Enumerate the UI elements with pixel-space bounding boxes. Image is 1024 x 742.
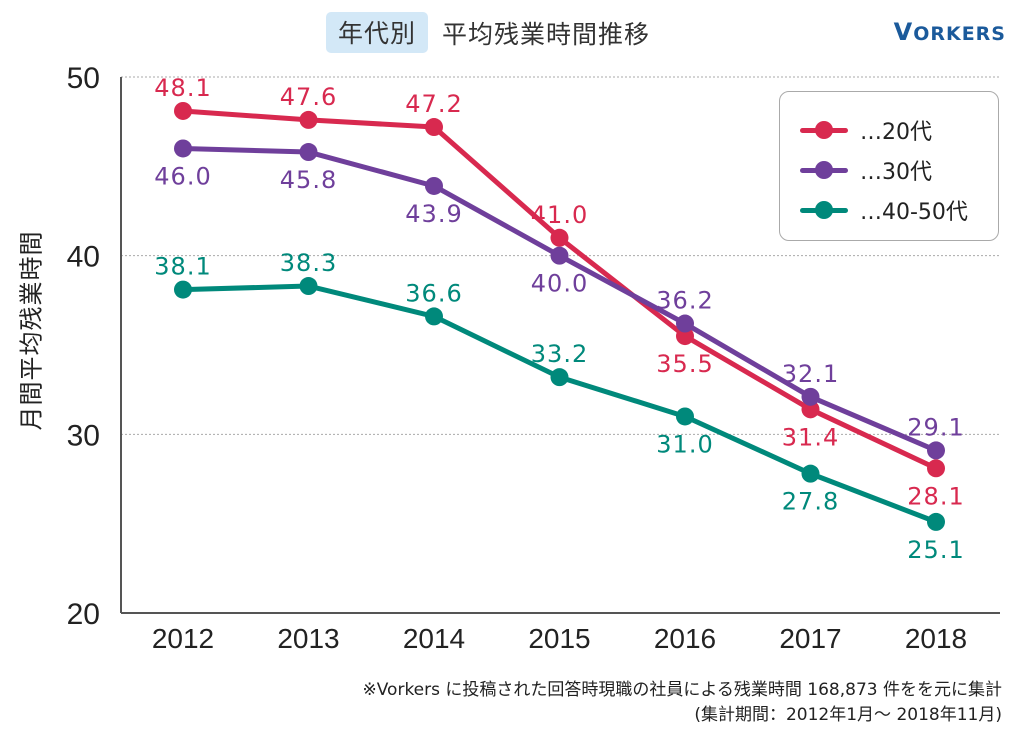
legend-swatch-icon [800,120,848,140]
data-point-s4050 [425,307,443,326]
axes [120,77,1000,614]
x-tick-label: 2012 [152,623,214,654]
x-tick-label: 2017 [779,623,841,654]
brand-logo-initial: V [893,18,914,46]
data-label-s30: 40.0 [531,270,588,298]
data-point-s4050 [174,280,192,299]
data-point-s30 [299,143,318,162]
data-point-s4050 [550,368,569,387]
data-label-s30: 46.0 [154,162,211,190]
y-tick-label: 30 [67,419,100,452]
data-point-s30 [927,441,945,460]
data-label-s4050: 33.2 [531,340,588,368]
data-label-s20: 47.6 [280,83,337,111]
data-point-s30 [425,176,443,195]
data-label-s20: 41.0 [531,201,588,229]
data-labels: 48.1 47.6 47.2 41.0 35.5 31.4 28.1 46.0 45.8 43.9… [154,74,964,564]
data-label-s30: 43.9 [405,200,462,228]
chart-title: 年代別 平均残業時間推移 [326,12,650,53]
data-point-s30 [550,246,569,265]
footnote-line-1: ※Vorkers に投稿された回答時現職の社員による残業時間 168,873 件… [362,680,1003,700]
data-point-s30 [801,387,820,406]
series-points [174,101,945,531]
data-label-s4050: 31.0 [656,430,713,458]
title-text: 平均残業時間推移 [442,19,651,49]
data-point-s20 [801,400,820,419]
data-label-s4050: 38.3 [280,249,337,277]
data-label-s20: 28.1 [907,482,964,510]
legend-label: …30代 [860,160,932,185]
x-tick-label: 2014 [403,623,465,654]
legend-swatch-icon [800,200,848,220]
x-tick-label: 2016 [654,623,716,654]
data-label-s4050: 36.6 [405,279,462,307]
data-point-s20 [550,228,569,247]
data-point-s4050 [927,512,945,531]
y-tick-label: 50 [67,62,100,95]
x-tick-labels: 2012 2013 2014 2015 2016 2017 2018 [152,623,967,654]
data-label-s20: 31.4 [782,423,839,451]
gridlines [121,76,1000,435]
data-label-s30: 45.8 [280,166,337,194]
data-point-s4050 [676,407,694,426]
legend: …20代 …30代 …40-50代 [779,91,999,241]
data-label-s30: 32.1 [782,360,839,388]
data-point-s20 [299,110,318,129]
y-tick-label: 40 [67,241,100,274]
data-point-s20 [174,101,192,120]
data-label-s20: 35.5 [656,350,713,378]
data-label-s4050: 25.1 [907,536,964,564]
footnote-line-2: (集計期間：2012年1月～ 2018年11月) [694,705,1002,725]
x-tick-label: 2015 [528,623,590,654]
data-point-s30 [174,139,192,158]
footnote: ※Vorkers に投稿された回答時現職の社員による残業時間 168,873 件… [363,678,1003,728]
y-tick-label: 20 [67,598,100,631]
legend-item-30s: …30代 [800,154,932,186]
x-tick-label: 2013 [277,623,339,654]
legend-label: …40-50代 [860,200,968,225]
data-label-s20: 47.2 [405,90,462,118]
x-tick-label: 2018 [905,623,967,654]
data-point-s20 [676,327,694,346]
legend-label: …20代 [860,120,932,145]
y-tick-labels: 20 30 40 50 [67,62,100,631]
data-label-s4050: 27.8 [782,488,839,516]
data-label-s4050: 38.1 [154,253,211,281]
brand-logo-rest: ORKERS [913,23,1006,45]
data-point-s30 [676,314,694,333]
data-label-s20: 48.1 [154,74,211,102]
title-badge: 年代別 [326,12,429,53]
brand-logo: VORKERS [894,18,1006,46]
data-label-s30: 36.2 [656,287,713,315]
legend-item-20s: …20代 [800,114,932,146]
legend-item-40-50s: …40-50代 [800,194,968,226]
data-label-s30: 29.1 [907,413,964,441]
data-point-s20 [927,459,945,478]
data-point-s4050 [299,277,318,296]
legend-swatch-icon [800,160,848,180]
data-point-s4050 [801,464,820,483]
data-point-s20 [425,118,443,137]
